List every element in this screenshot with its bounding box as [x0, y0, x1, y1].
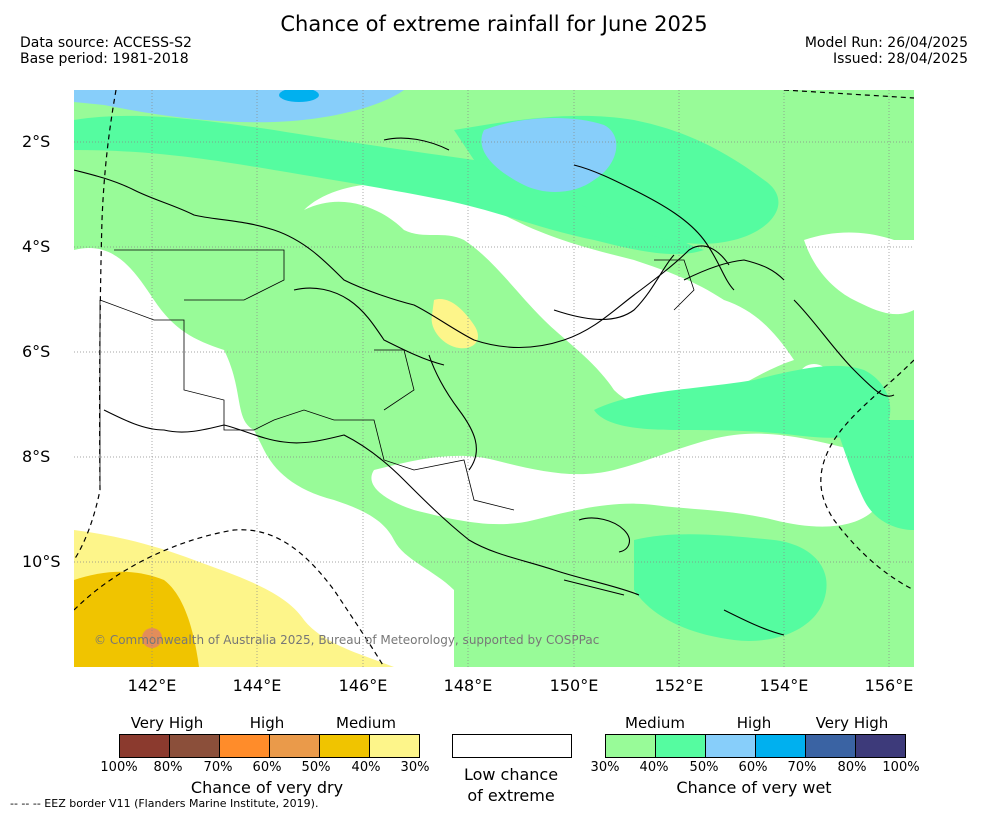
dry-caption: Chance of very dry [190, 778, 344, 797]
low-chance-region-south [371, 433, 878, 527]
meta-right: Model Run: 26/04/2025 Issued: 28/04/2025 [805, 35, 968, 67]
dry-pct-1: 80% [153, 760, 183, 775]
wet-pct-1: 40% [639, 760, 669, 775]
location-marker [142, 628, 162, 648]
eez-note: -- -- -- EEZ border V11 (Flanders Marine… [10, 797, 319, 810]
dry-swatch-2 [170, 735, 220, 757]
lon-label-148e: 148°E [443, 676, 493, 695]
dry-pct-2: 70% [203, 760, 233, 775]
wet-pct-3: 60% [738, 760, 768, 775]
wet-pct-0: 30% [590, 760, 620, 775]
map-canvas [74, 90, 914, 667]
wet-40-50-east [594, 365, 891, 438]
wet-50-60-north [481, 118, 617, 192]
base-period: Base period: 1981-2018 [20, 51, 189, 67]
wet-swatch-5 [806, 735, 856, 757]
lat-label-6s: 6°S [22, 342, 51, 361]
dry-header-very-high: Very High [130, 714, 204, 732]
dry-swatch-6 [370, 735, 419, 757]
rainfall-map [74, 90, 914, 667]
low-chance-region-central [304, 183, 794, 411]
copyright-notice: © Commonwealth of Australia 2025, Bureau… [94, 633, 600, 647]
lat-label-8s: 8°S [22, 447, 51, 466]
gridlines [74, 90, 914, 667]
wet-40-50-far-east [834, 420, 914, 530]
dry-pct-6: 30% [400, 760, 430, 775]
lon-label-146e: 146°E [338, 676, 388, 695]
meta-left: Data source: ACCESS-S2 Base period: 1981… [20, 35, 192, 67]
borders [99, 249, 695, 511]
wet-pct-4: 70% [787, 760, 817, 775]
issued-date: Issued: 28/04/2025 [833, 51, 968, 67]
lat-label-4s: 4°S [22, 237, 51, 256]
data-source: Data source: ACCESS-S2 [20, 35, 192, 51]
lon-label-152e: 152°E [654, 676, 704, 695]
wet-swatch-3 [706, 735, 756, 757]
low-chance-line2: of extreme [467, 786, 555, 805]
wet-40-50-north [74, 115, 704, 255]
wet-60-70-spot [279, 90, 319, 102]
dry-header-high: High [249, 714, 285, 732]
low-chance-swatch [452, 734, 572, 758]
wet-swatch-2 [656, 735, 706, 757]
dry-swatch-5 [320, 735, 370, 757]
wet-swatch-1 [606, 735, 656, 757]
dry-color-scale [119, 734, 420, 758]
lon-label-154e: 154°E [759, 676, 809, 695]
dry-pct-0: 100% [100, 760, 138, 775]
wet-header-high: High [736, 714, 772, 732]
wet-header-medium: Medium [625, 714, 685, 732]
coastlines [74, 137, 895, 636]
dry-pct-5: 40% [351, 760, 381, 775]
dry-40-50-southwest [74, 571, 199, 667]
lat-label-2s: 2°S [22, 132, 51, 151]
low-chance-caption: Low chance of extreme [441, 764, 581, 806]
dry-pct-3: 60% [252, 760, 282, 775]
lon-label-144e: 144°E [232, 676, 282, 695]
wet-pct-2: 50% [689, 760, 719, 775]
wet-swatch-4 [756, 735, 806, 757]
wet-40-50-southeast [634, 534, 827, 641]
wet-caption: Chance of very wet [676, 778, 832, 797]
dry-swatch-3 [220, 735, 270, 757]
wet-50-60-northwest [74, 90, 404, 123]
lon-label-142e: 142°E [127, 676, 177, 695]
low-chance-region-east [804, 232, 914, 315]
wet-pct-5: 80% [837, 760, 867, 775]
wet-header-very-high: Very High [815, 714, 889, 732]
map-title: Chance of extreme rainfall for June 2025 [280, 12, 708, 36]
dry-swatch-1 [120, 735, 170, 757]
eez-borders [74, 90, 914, 667]
dry-swatch-4 [270, 735, 320, 757]
wet-swatch-6 [856, 735, 905, 757]
wet-pct-6: 100% [882, 760, 920, 775]
lon-label-150e: 150°E [549, 676, 599, 695]
dry-pct-4: 50% [301, 760, 331, 775]
lon-label-156e: 156°E [864, 676, 914, 695]
lat-label-10s: 10°S [22, 552, 61, 571]
dry-header-medium: Medium [336, 714, 396, 732]
low-chance-line1: Low chance [463, 765, 559, 784]
wet-color-scale [605, 734, 906, 758]
model-run: Model Run: 26/04/2025 [804, 35, 968, 51]
